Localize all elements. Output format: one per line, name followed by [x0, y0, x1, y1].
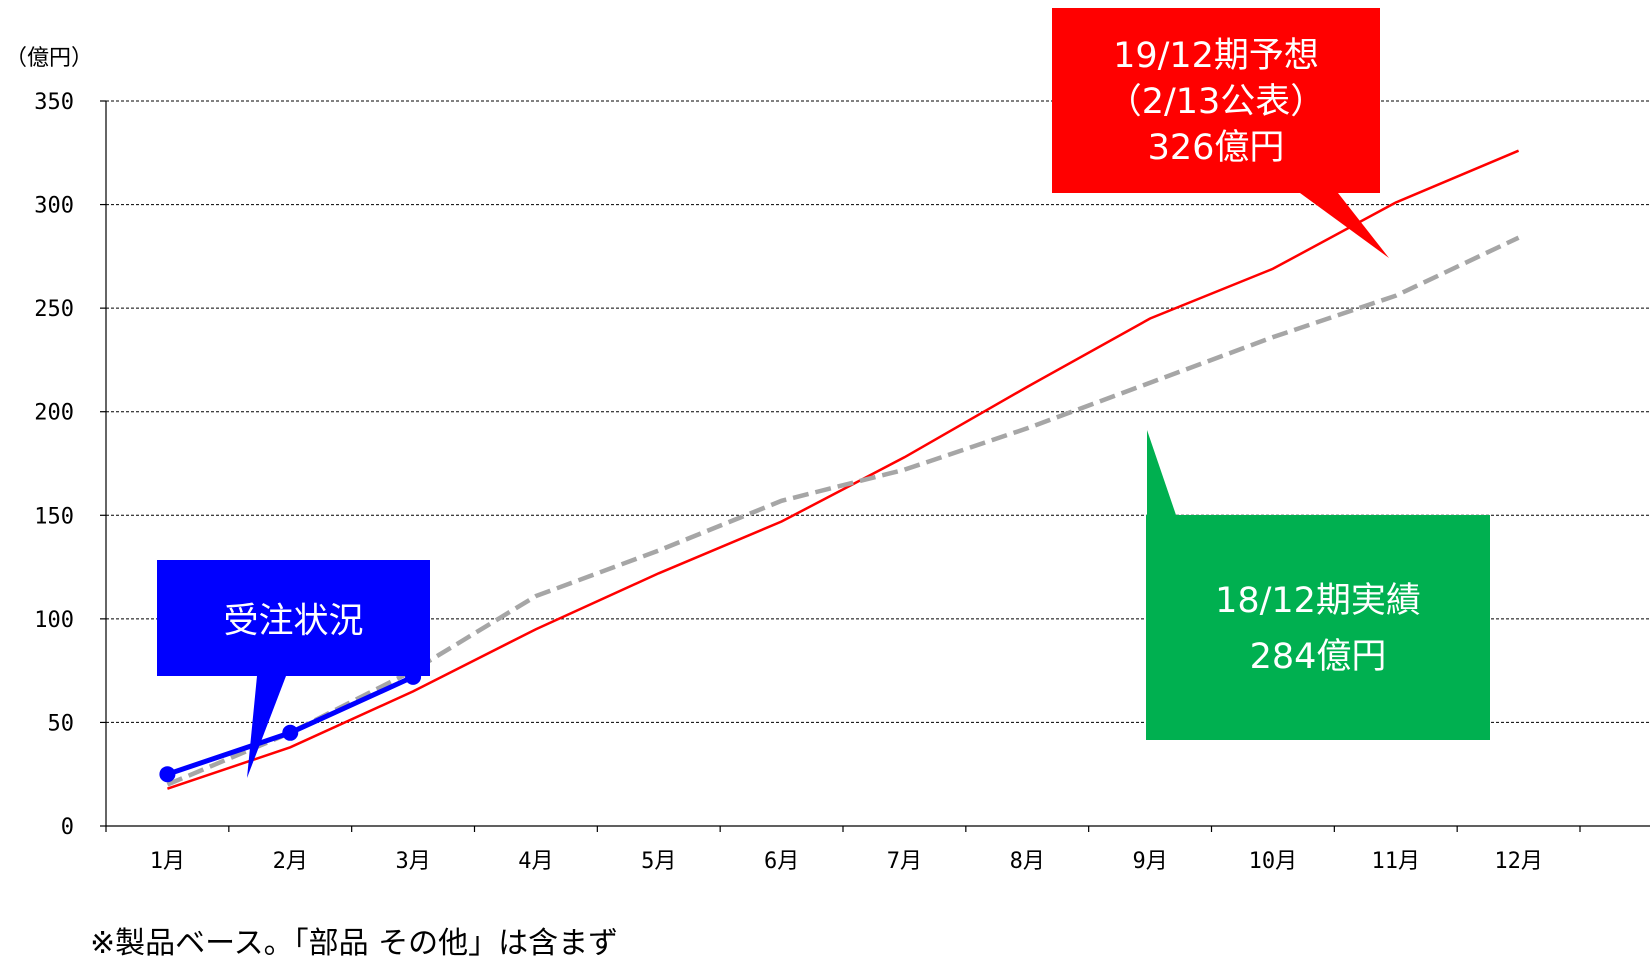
y-tick-label: 300	[34, 194, 74, 219]
callout-text-line: 326億円	[1148, 128, 1285, 168]
y-tick-label: 50	[48, 711, 75, 736]
unit-label: （億円）	[5, 46, 93, 71]
callout-text-line: 19/12期予想	[1113, 36, 1319, 76]
y-tick-label: 150	[34, 504, 74, 529]
callout-forecast: 19/12期予想 （2/13公表） 326億円	[1052, 8, 1389, 258]
callout-prev_actual: 18/12期実績 284億円	[1146, 430, 1490, 740]
callout-text-line: （2/13公表）	[1107, 82, 1326, 122]
callout-box	[1052, 8, 1380, 193]
axes: 0 50 100 150 200 250 300 350 1月 2月 3月 4月 5月 6月 7月 8月 9月 1…	[34, 90, 1650, 874]
x-tick-label: 10月	[1249, 849, 1298, 874]
footnote: ※製品ベース。「部品 その他」は含まず	[90, 926, 618, 961]
callouts: 19/12期予想 （2/13公表） 326億円 18/12期実績 284億円 受注状況	[157, 8, 1490, 778]
callout-orders: 受注状況	[157, 560, 430, 778]
x-tick-label: 2月	[273, 849, 308, 874]
data-point-orders	[159, 766, 176, 783]
y-tick-label: 350	[34, 90, 74, 115]
x-tick-label: 12月	[1494, 849, 1543, 874]
callout-pointer	[247, 676, 286, 778]
callout-text-line: 18/12期実績	[1215, 581, 1421, 621]
callout-text-line: 284億円	[1250, 637, 1387, 677]
y-tick-label: 0	[61, 815, 74, 840]
x-tick-label: 5月	[641, 849, 676, 874]
x-tick-label: 8月	[1010, 849, 1045, 874]
x-tick-label: 6月	[764, 849, 799, 874]
callout-box	[1146, 515, 1490, 740]
callout-text-line: 受注状況	[223, 601, 363, 641]
series-line-prev_actual	[166, 235, 1520, 787]
x-tick-label: 9月	[1132, 849, 1167, 874]
x-tick-label: 3月	[395, 849, 430, 874]
data-point-orders	[282, 724, 299, 741]
x-tick-label: 11月	[1372, 849, 1421, 874]
callout-pointer	[1147, 430, 1176, 515]
x-tick-label: 7月	[887, 849, 922, 874]
x-tick-label: 1月	[150, 849, 185, 874]
y-tick-label: 100	[34, 608, 74, 633]
callout-box	[157, 560, 430, 676]
y-tick-label: 200	[34, 401, 74, 426]
y-tick-label: 250	[34, 297, 74, 322]
series-prev_actual	[166, 235, 1520, 787]
callout-pointer	[1300, 193, 1389, 258]
series-forecast	[167, 149, 1520, 790]
x-tick-label: 4月	[518, 849, 553, 874]
series-line-forecast	[167, 149, 1520, 790]
